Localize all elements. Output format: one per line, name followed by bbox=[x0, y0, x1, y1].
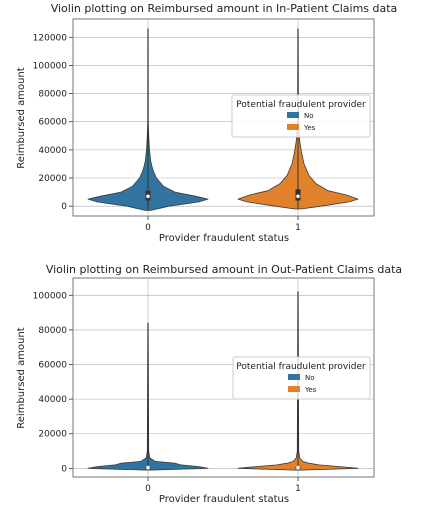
y-axis-ticks: 0 20000 40000 60000 80000 100000 bbox=[33, 291, 73, 474]
chart-0-svg: Violin plotting on Reimbursed amount in … bbox=[16, 2, 398, 244]
x-tick-label: 0 bbox=[145, 484, 151, 494]
x-axis-label: Provider fraudulent status bbox=[159, 233, 289, 244]
legend-title: Potential fraudulent provider bbox=[236, 362, 366, 372]
y-tick-label: 20000 bbox=[38, 174, 67, 184]
x-tick-label: 0 bbox=[145, 223, 151, 233]
legend-swatch-no bbox=[288, 374, 300, 380]
legend-title: Potential fraudulent provider bbox=[236, 100, 366, 110]
legend-label-no: No bbox=[305, 374, 315, 382]
inpatient-violin-chart: Violin plotting on Reimbursed amount in … bbox=[0, 0, 448, 253]
y-tick-label: 80000 bbox=[38, 90, 67, 100]
violin-median bbox=[296, 194, 300, 199]
legend-label-yes: Yes bbox=[304, 386, 317, 394]
legend-box bbox=[231, 94, 371, 138]
legend-label-yes: Yes bbox=[303, 124, 316, 132]
y-tick-label: 0 bbox=[61, 202, 67, 212]
y-tick-label: 100000 bbox=[33, 61, 68, 71]
chart-1-svg: Violin plotting on Reimbursed amount in … bbox=[16, 263, 402, 505]
chart-title: Violin plotting on Reimbursed amount in … bbox=[51, 2, 398, 15]
y-tick-label: 20000 bbox=[38, 430, 67, 440]
legend: Potential fraudulent provider No Yes bbox=[232, 356, 371, 400]
y-axis-label: Reimbursed amount bbox=[16, 327, 27, 429]
outpatient-violin-chart: Violin plotting on Reimbursed amount in … bbox=[0, 253, 448, 506]
y-tick-label: 0 bbox=[61, 464, 67, 474]
legend-swatch-yes bbox=[288, 386, 300, 392]
y-tick-label: 80000 bbox=[38, 326, 67, 336]
y-tick-label: 60000 bbox=[38, 361, 67, 371]
x-axis-label: Provider fraudulent status bbox=[159, 494, 289, 505]
x-tick-label: 1 bbox=[295, 484, 301, 494]
y-tick-label: 40000 bbox=[38, 395, 67, 405]
y-tick-label: 60000 bbox=[38, 118, 67, 128]
chart-title: Violin plotting on Reimbursed amount in … bbox=[46, 263, 402, 276]
violin-median bbox=[296, 465, 300, 470]
legend-label-no: No bbox=[304, 112, 314, 120]
y-tick-label: 40000 bbox=[38, 146, 67, 156]
y-axis-label: Reimbursed amount bbox=[16, 67, 27, 169]
legend-box bbox=[232, 356, 371, 400]
violin-median bbox=[146, 194, 150, 199]
y-tick-label: 120000 bbox=[33, 33, 68, 43]
legend: Potential fraudulent provider No Yes bbox=[231, 94, 371, 138]
x-tick-label: 1 bbox=[295, 223, 301, 233]
legend-swatch-no bbox=[287, 112, 299, 118]
legend-swatch-yes bbox=[287, 124, 299, 130]
violin-median bbox=[146, 465, 150, 470]
y-axis-ticks: 0 20000 40000 60000 80000 100000 120000 bbox=[33, 33, 73, 212]
y-tick-label: 100000 bbox=[33, 291, 68, 301]
